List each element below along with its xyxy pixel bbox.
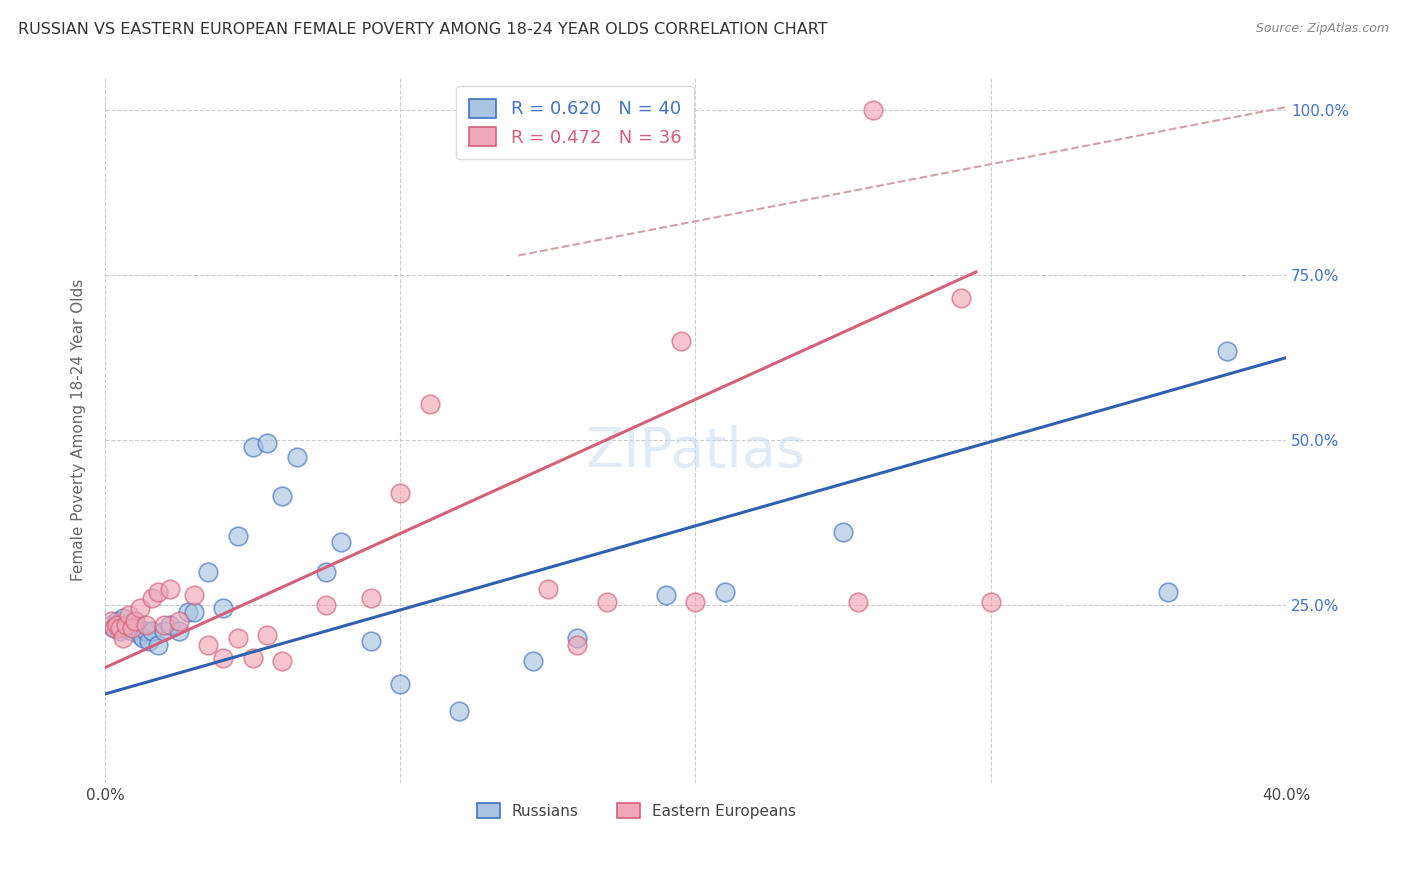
Point xyxy=(315,565,337,579)
Legend: Russians, Eastern Europeans: Russians, Eastern Europeans xyxy=(471,797,803,825)
Point xyxy=(1157,584,1180,599)
Point xyxy=(212,601,235,615)
Point xyxy=(111,631,134,645)
Point xyxy=(138,634,160,648)
Point xyxy=(449,704,471,718)
Point xyxy=(117,607,139,622)
Point xyxy=(256,628,278,642)
Point xyxy=(271,654,294,668)
Point xyxy=(197,565,219,579)
Point xyxy=(105,615,128,629)
Point xyxy=(108,621,131,635)
Point xyxy=(242,440,264,454)
Point xyxy=(1216,344,1239,359)
Point xyxy=(146,584,169,599)
Point xyxy=(596,595,619,609)
Point xyxy=(522,654,544,668)
Point xyxy=(141,591,163,606)
Text: ZIPatlas: ZIPatlas xyxy=(585,425,806,478)
Point xyxy=(714,584,737,599)
Point xyxy=(183,588,205,602)
Point xyxy=(567,638,589,652)
Point xyxy=(114,621,136,635)
Point xyxy=(669,334,692,349)
Point xyxy=(167,624,190,639)
Point xyxy=(111,611,134,625)
Point xyxy=(105,617,128,632)
Point xyxy=(117,617,139,632)
Point xyxy=(167,615,190,629)
Point xyxy=(103,621,125,635)
Point xyxy=(950,291,973,305)
Point xyxy=(114,617,136,632)
Point xyxy=(330,535,353,549)
Point xyxy=(100,615,122,629)
Point xyxy=(159,582,181,596)
Point xyxy=(389,677,412,691)
Point xyxy=(132,631,155,645)
Point xyxy=(153,624,176,639)
Text: Source: ZipAtlas.com: Source: ZipAtlas.com xyxy=(1256,22,1389,36)
Point xyxy=(127,621,149,635)
Point xyxy=(655,588,678,602)
Point xyxy=(183,605,205,619)
Point xyxy=(537,582,560,596)
Point xyxy=(315,598,337,612)
Point xyxy=(146,638,169,652)
Point xyxy=(176,605,198,619)
Point xyxy=(135,624,157,639)
Point xyxy=(832,525,855,540)
Point xyxy=(100,617,122,632)
Y-axis label: Female Poverty Among 18-24 Year Olds: Female Poverty Among 18-24 Year Olds xyxy=(72,279,86,582)
Point xyxy=(197,638,219,652)
Point xyxy=(862,103,884,118)
Point xyxy=(242,650,264,665)
Point xyxy=(121,624,143,639)
Point xyxy=(103,621,125,635)
Point xyxy=(360,591,382,606)
Point xyxy=(389,486,412,500)
Point xyxy=(567,631,589,645)
Point xyxy=(256,436,278,450)
Point xyxy=(159,617,181,632)
Point xyxy=(685,595,707,609)
Text: RUSSIAN VS EASTERN EUROPEAN FEMALE POVERTY AMONG 18-24 YEAR OLDS CORRELATION CHA: RUSSIAN VS EASTERN EUROPEAN FEMALE POVER… xyxy=(18,22,828,37)
Point xyxy=(226,529,249,543)
Point xyxy=(360,634,382,648)
Point xyxy=(226,631,249,645)
Point xyxy=(271,489,294,503)
Point xyxy=(846,595,869,609)
Point xyxy=(135,617,157,632)
Point xyxy=(124,615,146,629)
Point xyxy=(129,628,152,642)
Point xyxy=(129,601,152,615)
Point xyxy=(108,624,131,639)
Point xyxy=(141,624,163,639)
Point xyxy=(419,397,441,411)
Point xyxy=(212,650,235,665)
Point xyxy=(153,617,176,632)
Point xyxy=(980,595,1002,609)
Point xyxy=(124,615,146,629)
Point xyxy=(121,621,143,635)
Point xyxy=(285,450,308,464)
